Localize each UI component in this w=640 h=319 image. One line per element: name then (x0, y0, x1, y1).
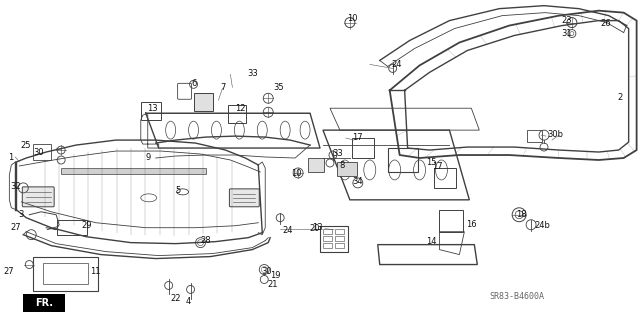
FancyBboxPatch shape (23, 294, 65, 312)
Text: 29: 29 (81, 221, 92, 230)
Text: 22: 22 (170, 294, 181, 303)
FancyBboxPatch shape (22, 187, 54, 207)
Text: 32: 32 (11, 182, 21, 191)
Text: 30: 30 (33, 147, 44, 157)
Text: 18: 18 (516, 210, 527, 219)
FancyBboxPatch shape (193, 93, 214, 111)
FancyBboxPatch shape (229, 189, 259, 207)
Text: 24: 24 (392, 60, 402, 69)
Text: 1: 1 (8, 152, 13, 161)
Text: 26: 26 (601, 19, 611, 28)
Text: SR83-B4600A: SR83-B4600A (489, 292, 544, 301)
Text: 17: 17 (352, 133, 362, 142)
Text: 24b: 24b (534, 221, 550, 230)
FancyBboxPatch shape (61, 168, 205, 174)
Text: 35: 35 (273, 83, 284, 92)
Text: 19: 19 (269, 271, 280, 280)
Text: 34: 34 (352, 177, 362, 186)
Text: 20: 20 (310, 224, 320, 233)
Text: 33: 33 (332, 149, 342, 158)
Text: 14: 14 (426, 237, 436, 246)
Text: 30b: 30b (547, 130, 563, 139)
Text: 16: 16 (466, 220, 477, 229)
Text: 10: 10 (292, 169, 302, 178)
Text: 8: 8 (339, 161, 344, 170)
Text: 30: 30 (262, 267, 272, 276)
Text: 10: 10 (347, 14, 357, 23)
Text: 2: 2 (618, 93, 623, 102)
Text: 11: 11 (90, 267, 101, 276)
Text: 31: 31 (562, 29, 572, 38)
Text: 21: 21 (268, 280, 278, 289)
Text: 15: 15 (426, 159, 436, 167)
Text: 7: 7 (220, 83, 226, 92)
Text: 12: 12 (235, 104, 246, 113)
Text: 27: 27 (4, 267, 14, 276)
Text: 13: 13 (312, 223, 323, 232)
Text: FR.: FR. (35, 298, 53, 308)
Text: 4: 4 (186, 297, 191, 306)
Text: 25: 25 (20, 141, 31, 150)
Text: 17: 17 (432, 162, 443, 172)
Text: 5: 5 (175, 186, 180, 195)
Text: 3: 3 (18, 210, 23, 219)
Text: 6: 6 (192, 79, 197, 88)
Text: 23: 23 (562, 16, 572, 25)
Text: 24: 24 (283, 226, 293, 235)
Text: 33: 33 (247, 69, 258, 78)
Text: 13: 13 (147, 104, 158, 113)
Text: 9: 9 (145, 152, 150, 161)
Text: 27: 27 (11, 223, 21, 232)
FancyBboxPatch shape (308, 158, 324, 172)
Text: 28: 28 (200, 236, 211, 245)
FancyBboxPatch shape (337, 162, 357, 176)
